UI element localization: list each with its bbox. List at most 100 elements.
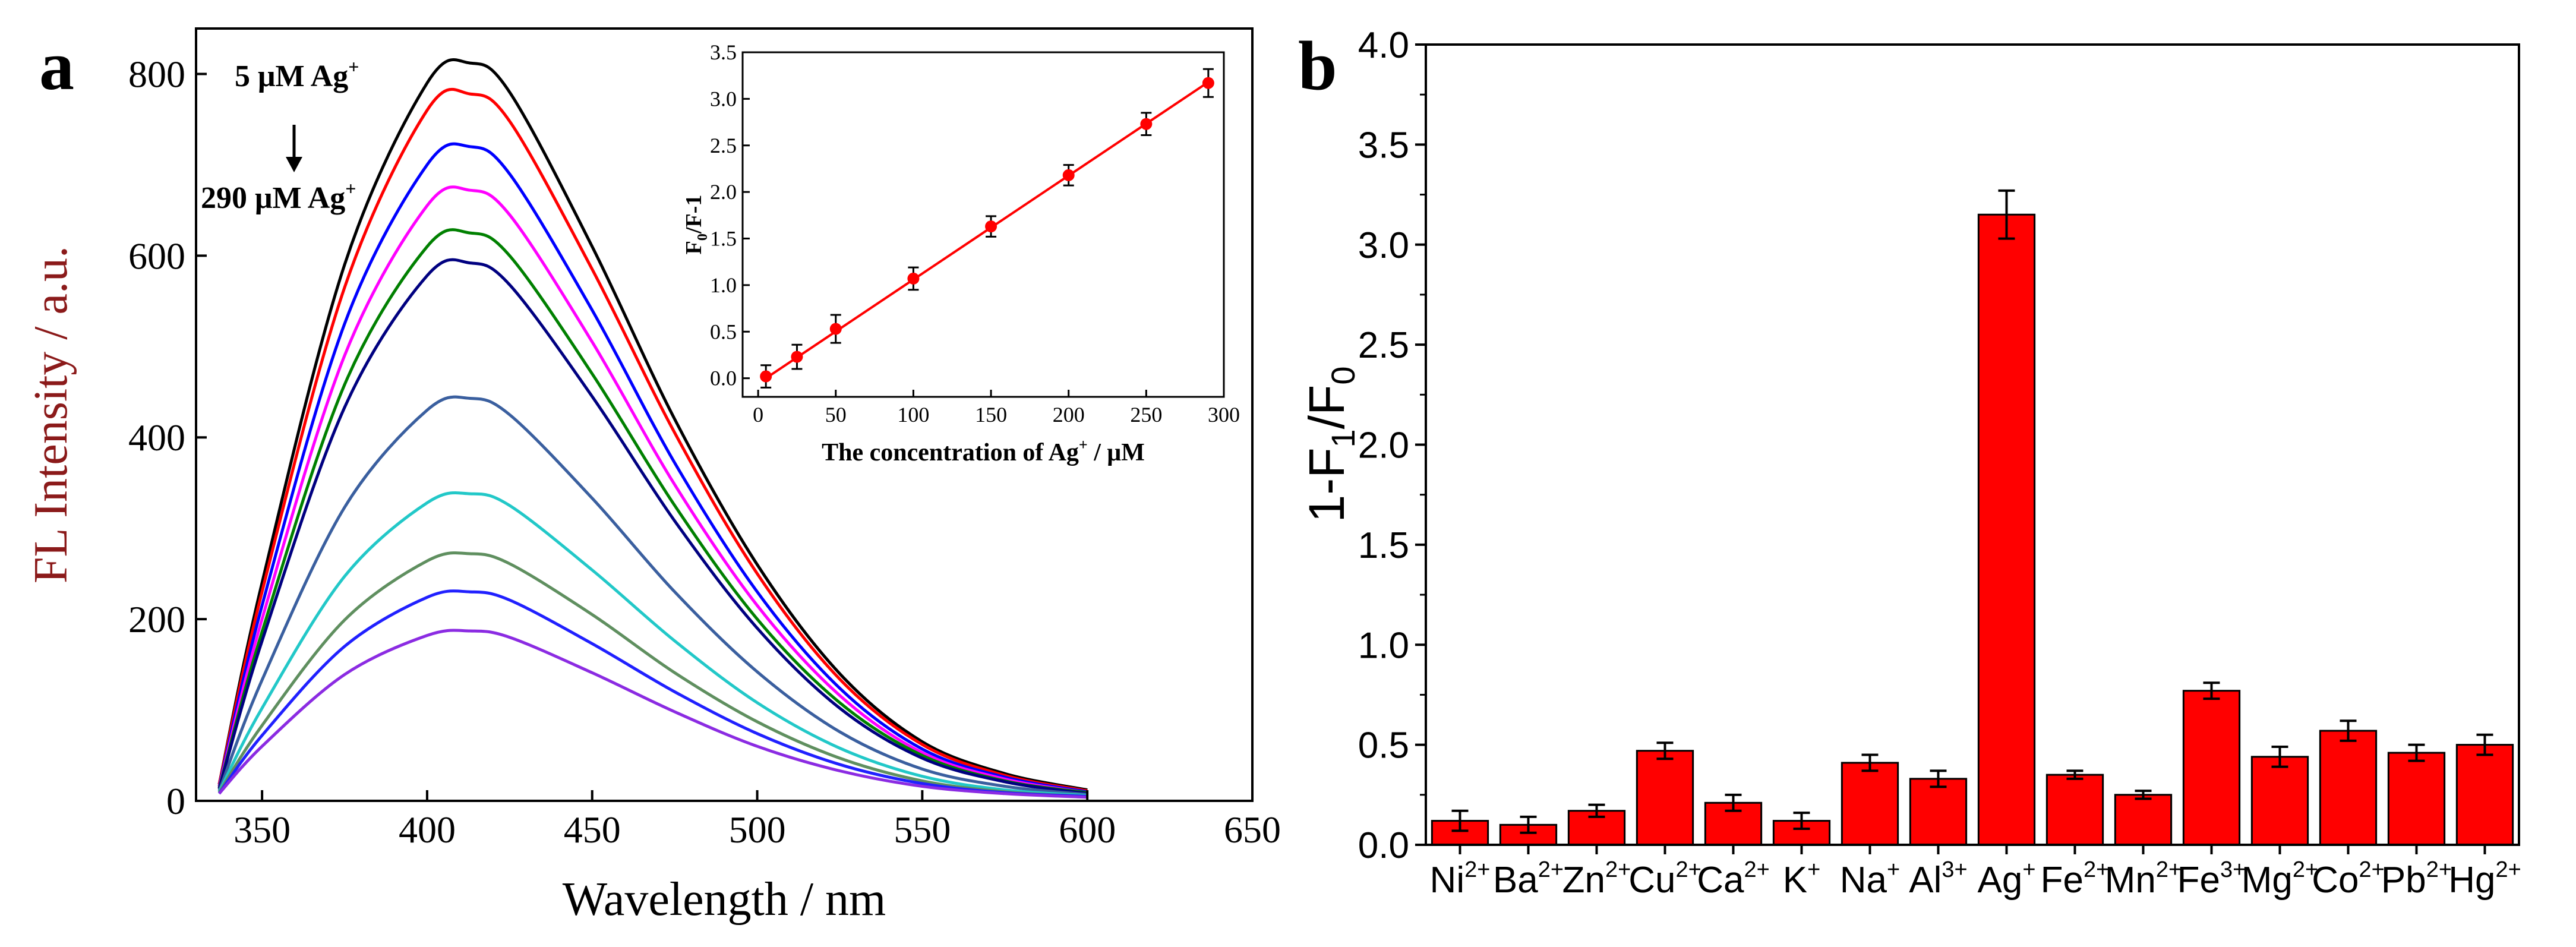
legend-bottom-annotation: 290 μM Ag+ — [201, 178, 356, 215]
legend-bottom-text: 290 μM Ag — [201, 181, 345, 215]
spectrum-curve-11 — [218, 629, 1088, 799]
category-ion-16: Hg — [2448, 860, 2495, 901]
panel-b-y-label-sub2: 0 — [1324, 367, 1362, 385]
x-tick-label-550: 550 — [894, 809, 951, 851]
selectivity-bars — [1431, 189, 2514, 846]
category-ion-15: Pb — [2381, 860, 2426, 901]
legend-top-annotation: 5 μM Ag+ — [235, 56, 359, 93]
b-y-tick-label-6: 3.0 — [1358, 225, 1409, 266]
bar-16 — [2455, 744, 2514, 846]
inset-x-label-text: The concentration of Ag — [822, 439, 1079, 466]
inset-y-label-suffix: /F-1 — [681, 195, 706, 234]
inset-point-6 — [1062, 169, 1075, 181]
panel-b-selectivity: Ni2+ Ba2+Zn2+Cu2+Ca2+ K+ Na+ Al3+ Ag+ Fe2+Mn2+… — [1299, 25, 2521, 901]
category-charge-3: 2+ — [1605, 857, 1631, 882]
inset-x-axis-label: The concentration of Ag+ / μM — [822, 436, 1145, 466]
inset-y-tick-label-4: 2.0 — [710, 180, 737, 204]
category-charge-6: + — [1807, 857, 1820, 882]
category-charge-10: 2+ — [2083, 857, 2109, 882]
b-y-tick-label-1: 0.5 — [1358, 725, 1409, 766]
inset-x-tick-label-150: 150 — [975, 403, 1007, 427]
inset-background — [713, 52, 1224, 462]
category-ion-10: Fe — [2041, 860, 2083, 901]
panel-b-frame — [1425, 43, 2520, 846]
panel-b-y-label-text: 1-F — [1299, 447, 1355, 522]
b-y-tick-label-8: 4.0 — [1358, 25, 1409, 66]
inset-x-tick-label-50: 50 — [825, 403, 847, 427]
category-charge-16: 2+ — [2495, 857, 2521, 882]
inset-y-tick-label-5: 2.5 — [710, 134, 737, 157]
inset-x-label-sup: + — [1079, 436, 1088, 453]
inset-y-axis-label: F0/F-1 — [681, 195, 711, 255]
b-y-tick-label-0: 0.0 — [1358, 825, 1409, 866]
spectrum-curve-9 — [217, 551, 1088, 798]
category-label-5: Ca2+ — [1697, 857, 1770, 901]
bar-13 — [2250, 756, 2309, 846]
category-ion-11: Mn — [2105, 860, 2156, 901]
category-ion-2: Ba — [1493, 860, 1538, 901]
category-charge-8: 3+ — [1942, 857, 1967, 882]
inset-x-tick-label-100: 100 — [897, 403, 929, 427]
spectra-curves — [217, 58, 1088, 799]
legend-arrow-head — [286, 157, 302, 172]
spectrum-curve-1 — [217, 58, 1088, 792]
inset-x-tick-label-250: 250 — [1130, 403, 1162, 427]
panel-a-label: a — [39, 27, 74, 105]
category-charge-13: 2+ — [2293, 857, 2318, 882]
bar-10 — [2045, 774, 2104, 846]
inset-y-tick-label-1: 0.5 — [710, 320, 737, 343]
category-charge-2: 2+ — [1538, 857, 1564, 882]
bar-12 — [2182, 690, 2241, 846]
inset-calibration-plot: 0 50 100 150 200 250 300 0.0 0.5 1.0 1.5 2.0 2.5 3.0 3… — [681, 40, 1240, 466]
x-tick-label-400: 400 — [399, 809, 456, 851]
panel-a-frame — [195, 27, 1254, 802]
inset-y-tick-label-0: 0.0 — [710, 367, 737, 390]
panel-b-y-label-mid: /F — [1299, 385, 1355, 430]
inset-x-tick-label-0: 0 — [753, 403, 763, 427]
category-ion-3: Zn — [1562, 860, 1605, 901]
category-label-13: Mg2+ — [2242, 857, 2318, 901]
inset-x-label-suffix: / μM — [1088, 439, 1145, 466]
panel-a-y-axis-label: FL Intensity / a.u. — [25, 246, 77, 583]
bar-9 — [1977, 213, 2036, 846]
x-tick-label-500: 500 — [729, 809, 786, 851]
category-charge-4: 2+ — [1675, 857, 1701, 882]
inset-x-tick-label-300: 300 — [1208, 403, 1240, 427]
inset-y-tick-label-2: 1.0 — [710, 273, 737, 297]
category-ion-12: Fe — [2177, 860, 2220, 901]
panel-b-label: b — [1298, 27, 1337, 105]
inset-x-tick-label-200: 200 — [1053, 403, 1085, 427]
x-tick-label-650: 650 — [1224, 809, 1281, 851]
category-ion-4: Cu — [1628, 860, 1675, 901]
inset-plot-marks — [760, 68, 1214, 389]
category-label-4: Cu2+ — [1628, 857, 1701, 901]
inset-point-1 — [760, 370, 772, 383]
y-tick-label-600: 600 — [128, 235, 185, 277]
legend-top-text: 5 μM Ag — [235, 59, 348, 93]
b-y-tick-label-7: 3.5 — [1358, 125, 1409, 166]
category-ion-5: Ca — [1697, 860, 1744, 901]
category-label-16: Hg2+ — [2448, 857, 2521, 901]
legend-bottom-sup: + — [345, 178, 356, 199]
category-ion-1: Ni — [1430, 860, 1465, 901]
category-label-7: Na+ — [1840, 857, 1900, 901]
category-label-3: Zn2+ — [1562, 857, 1631, 901]
inset-y-label-text: F — [681, 241, 706, 254]
spectrum-curve-4 — [217, 185, 1088, 794]
category-ion-14: Co — [2312, 860, 2359, 901]
x-tick-label-350: 350 — [233, 809, 291, 851]
category-label-2: Ba2+ — [1493, 857, 1564, 901]
bar-7 — [1841, 762, 1899, 846]
bar-15 — [2387, 752, 2446, 846]
inset-point-5 — [985, 220, 997, 233]
category-charge-14: 2+ — [2359, 857, 2384, 882]
bar-4 — [1636, 750, 1694, 846]
inset-axes: 0 50 100 150 200 250 300 0.0 0.5 1.0 1.5 2.0 2.5 3.0 3… — [710, 40, 1240, 427]
panel-b-y-label-sub1: 1 — [1324, 429, 1362, 447]
category-label-6: K+ — [1783, 857, 1821, 901]
bar-11 — [2114, 794, 2173, 846]
category-charge-5: 2+ — [1744, 857, 1769, 882]
